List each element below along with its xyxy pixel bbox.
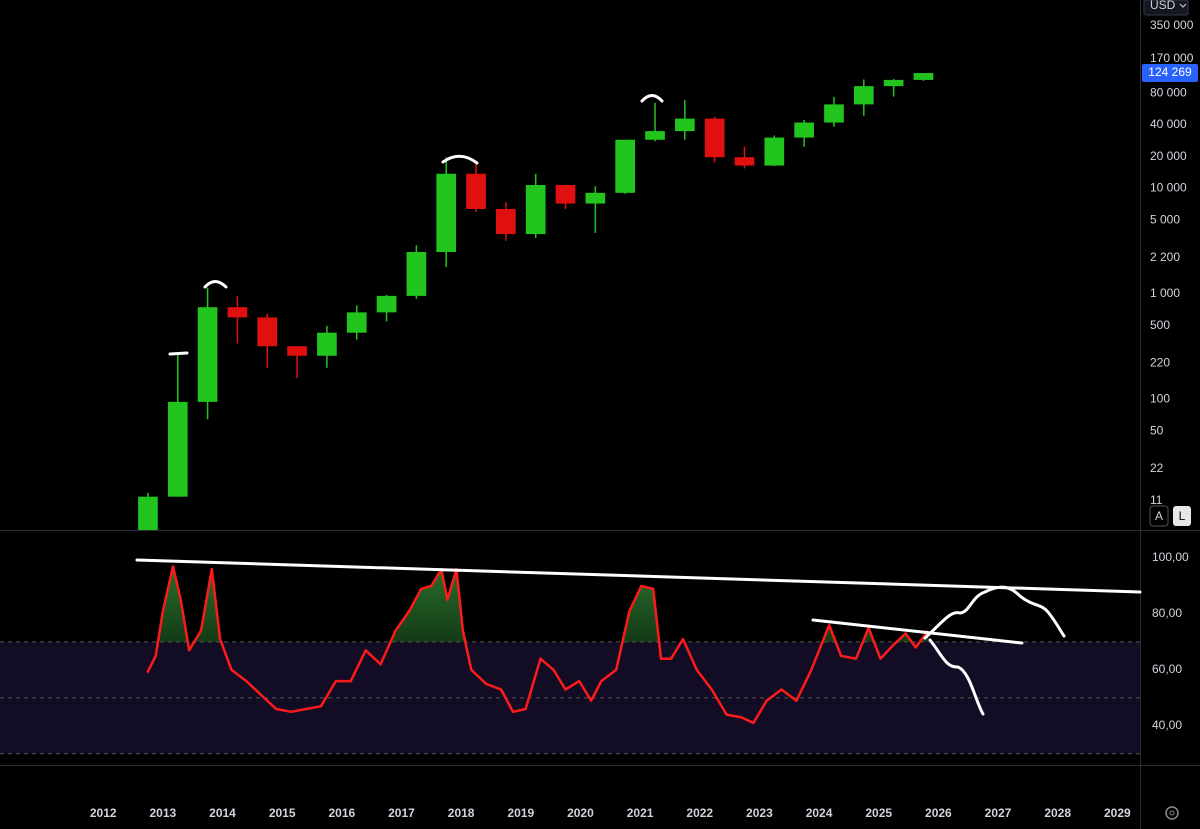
y-tick-label: 500 [1150,318,1170,332]
candle-body [525,184,546,235]
rsi-pane [0,565,1140,755]
y-tick-label: 80 000 [1150,85,1187,99]
y-tick-label: 100,00 [1152,550,1189,564]
candle-body [704,118,725,158]
y-tick-label: 40,00 [1152,718,1182,732]
y-tick-label: 22 [1150,461,1164,475]
y-tick-label: 220 [1150,356,1170,370]
x-tick-label: 2013 [150,806,177,820]
y-tick-label: 20 000 [1150,149,1187,163]
x-tick-label: 2018 [448,806,475,820]
candle-body [346,312,367,333]
candle-body [287,346,307,356]
candle-body [376,295,397,313]
projection [928,638,985,716]
top-marker [640,94,664,103]
x-tick-label: 2026 [925,806,952,820]
projection [923,585,1066,640]
candle-body [674,118,695,132]
trendline [135,558,1142,594]
scale-button[interactable] [1149,505,1169,527]
top-marker [168,351,189,356]
candle-body [615,139,636,193]
candle-body [466,173,486,209]
y-tick-label: 350 000 [1150,18,1194,32]
x-tick-label: 2021 [627,806,654,820]
candle-body [555,184,576,204]
candle-body [227,307,248,318]
scale-button-label[interactable]: L [1179,509,1186,523]
candle-body [167,401,188,497]
candle-body [764,137,785,166]
top-marker [203,280,228,289]
y-tick-label: 50 [1150,423,1164,437]
y-tick-label: 60,00 [1152,662,1182,676]
x-tick-label: 2025 [865,806,892,820]
y-tick-label: 80,00 [1152,606,1182,620]
x-tick-label: 2020 [567,806,594,820]
x-tick-label: 2014 [209,806,236,820]
y-tick-label: 5 000 [1150,212,1180,226]
x-tick-label: 2028 [1044,806,1071,820]
candle-body [317,332,337,356]
currency-dropdown[interactable] [1143,0,1189,16]
last-price-label: 124 269 [1148,65,1192,79]
axes: 350 000 170 000 80 000 40 000 20 000 10 000 5 … [90,18,1198,820]
candle-body [138,496,158,530]
candle-body [883,79,904,87]
candle-body [197,307,218,402]
candle-body [853,86,874,105]
y-tick-label: 170 000 [1150,51,1194,65]
candle-body [406,252,427,296]
dropdown-caret[interactable] [1179,3,1187,8]
candle-body [436,173,457,253]
candle-body [645,131,665,140]
y-tick-label: 1 000 [1150,286,1180,300]
x-tick-label: 2019 [507,806,534,820]
x-tick-label: 2017 [388,806,415,820]
x-tick-label: 2029 [1104,806,1131,820]
currency[interactable]: USD [1150,0,1176,12]
trendline [811,618,1024,645]
x-tick-label: 2016 [328,806,355,820]
x-tick-label: 2023 [746,806,773,820]
candle-body [824,104,844,123]
candle-body [734,157,755,166]
settings-icon[interactable] [1165,806,1179,820]
price-pane [138,72,934,530]
y-tick-label: 100 [1150,392,1170,406]
annotations [135,94,1142,716]
x-tick-label: 2022 [686,806,713,820]
top-marker [441,154,479,165]
last-price-tag [1142,64,1198,83]
settings-icon[interactable] [1169,810,1175,816]
x-tick-label: 2024 [806,806,833,820]
rsi-line [146,565,930,725]
x-tick-label: 2027 [985,806,1012,820]
candle-body [794,122,814,138]
candle-body [913,73,934,80]
candle-body [585,192,606,204]
scale-button[interactable] [1173,506,1191,526]
candle-body [257,317,278,347]
scale-button-label[interactable]: A [1155,509,1163,523]
candle-body [496,208,516,235]
x-tick-label: 2012 [90,806,117,820]
x-tick-label: 2015 [269,806,296,820]
y-tick-label: 11 [1150,493,1163,507]
y-tick-label: 10 000 [1150,181,1187,195]
y-tick-label: 2 200 [1150,250,1180,264]
y-tick-label: 40 000 [1150,117,1187,131]
